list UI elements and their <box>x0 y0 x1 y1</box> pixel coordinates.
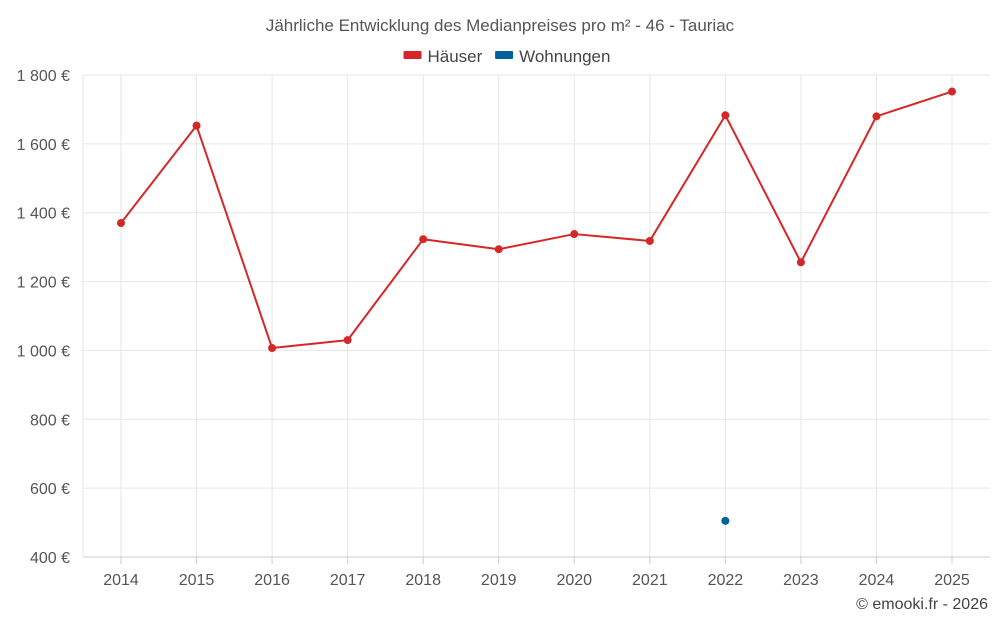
y-tick-label: 400 € <box>30 550 70 567</box>
y-tick-label: 1 800 € <box>17 68 70 85</box>
y-tick-label: 1 000 € <box>17 343 70 360</box>
data-point[interactable]: 2023: 1256 <box>796 258 805 267</box>
data-point[interactable]: 2020: 1338 <box>570 230 579 239</box>
x-tick-label: 2022 <box>708 572 744 589</box>
y-tick-label: 1 200 € <box>17 275 70 292</box>
y-tick-label: 1 400 € <box>17 206 70 223</box>
x-tick-label: 2017 <box>330 572 366 589</box>
legend-item-wohnungen[interactable]: Wohnungen <box>495 47 610 66</box>
legend-swatch <box>403 51 422 59</box>
x-tick-label: 2018 <box>405 572 441 589</box>
legend-label: Wohnungen <box>519 47 610 66</box>
data-point[interactable]: 2015: 1653 <box>192 121 201 130</box>
data-point[interactable]: 2017: 1030 <box>343 336 352 345</box>
credit-text: © emooki.fr - 2026 <box>856 596 988 613</box>
series-line <box>120 90 953 350</box>
legend-label: Häuser <box>428 47 483 66</box>
legend-swatch <box>495 51 514 59</box>
x-tick-label: 2024 <box>859 572 895 589</box>
data-point[interactable]: 2022: 505 <box>721 516 730 525</box>
legend[interactable]: Häuser Wohnungen <box>403 47 611 66</box>
data-point[interactable]: 2022: 1683 <box>721 111 730 120</box>
y-tick-label: 600 € <box>30 481 70 498</box>
series-wohnungen: 2022: 505 <box>721 516 730 525</box>
y-tick-label: 800 € <box>30 412 70 429</box>
y-tick-label: 1 600 € <box>17 137 70 154</box>
data-point[interactable]: 2014: 1370 <box>117 219 125 228</box>
x-tick-label: 2014 <box>103 572 139 589</box>
series-layer: 2014: 1370 2015: 1653 2016: 1007 2017: 1030… <box>117 87 956 525</box>
x-tick-label: 2023 <box>783 572 819 589</box>
data-point[interactable]: 2016: 1007 <box>268 344 277 353</box>
x-tick-label: 2019 <box>481 572 517 589</box>
data-point[interactable]: 2021: 1318 <box>645 236 654 245</box>
axes: 400 € 600 € 800 € 1 000 € 1 200 € 1 400 € 1 60… <box>17 68 990 589</box>
data-point[interactable]: 2024: 1680 <box>872 112 881 121</box>
x-tick-label: 2015 <box>179 572 215 589</box>
grid <box>83 74 990 557</box>
data-point[interactable]: 2019: 1294 <box>494 245 503 254</box>
chart-title: Jährliche Entwicklung des Medianpreises … <box>266 16 735 35</box>
x-tick-label: 2021 <box>632 572 668 589</box>
data-point[interactable]: 2025: 1752 <box>948 87 956 96</box>
legend-item-häuser[interactable]: Häuser <box>403 47 483 66</box>
x-tick-label: 2016 <box>254 572 290 589</box>
data-point[interactable]: 2018: 1323 <box>419 235 428 244</box>
x-tick-label: 2020 <box>556 572 592 589</box>
x-tick-label: 2025 <box>934 572 970 589</box>
series-häuser: 2014: 1370 2015: 1653 2016: 1007 2017: 1030… <box>117 87 956 353</box>
